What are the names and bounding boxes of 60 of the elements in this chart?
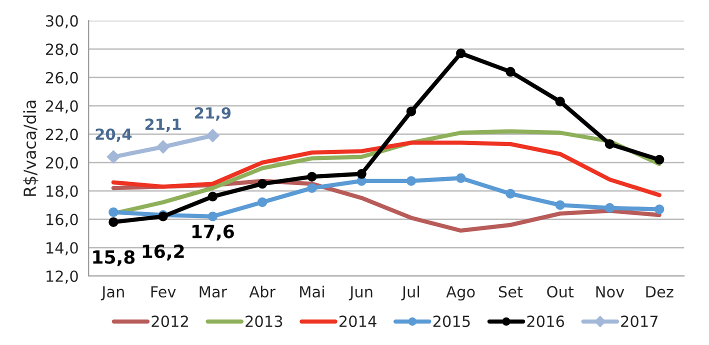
- point: [506, 66, 516, 77]
- data-label: 16,2: [142, 244, 184, 260]
- y-tick-label: 22,0: [46, 128, 78, 142]
- point: [456, 48, 466, 58]
- point: [654, 154, 664, 165]
- x-tick-label: Mai: [300, 286, 324, 298]
- x-tick-label: Set: [498, 286, 523, 298]
- x-tick-label: Jan: [100, 286, 124, 300]
- point: [208, 192, 218, 202]
- x-tick-label: Jun: [348, 286, 372, 300]
- legend-label: 2017: [621, 316, 658, 328]
- x-tick-label: Dez: [646, 286, 674, 298]
- y-tick-label: 12,0: [46, 270, 78, 284]
- data-label: 20,4: [96, 128, 132, 142]
- legend-label: 2016: [527, 316, 564, 328]
- point: [604, 203, 615, 213]
- data-label: 17,6: [192, 224, 234, 241]
- x-tick-label: Out: [547, 286, 574, 298]
- y-tick-label: 16,0: [46, 214, 78, 227]
- point: [406, 176, 416, 186]
- y-tick-label: 18,0: [46, 185, 78, 198]
- y-tick-label: 28,0: [46, 44, 78, 57]
- legend-label: 2013: [246, 316, 282, 328]
- x-tick-label: Jul: [401, 286, 420, 300]
- y-tick-label: 26,0: [46, 72, 78, 86]
- point: [356, 169, 366, 179]
- point: [406, 106, 416, 116]
- y-tick-label: 30,0: [46, 15, 78, 28]
- data-label: 15,8: [93, 250, 135, 266]
- point: [506, 188, 516, 199]
- point: [108, 207, 118, 218]
- point: [106, 150, 120, 164]
- x-tick-label: Abr: [249, 286, 276, 298]
- point: [257, 178, 268, 189]
- y-tick-label: 20,0: [46, 157, 78, 170]
- point: [257, 197, 268, 208]
- x-tick-label: Ago: [446, 286, 475, 301]
- x-tick-label: Mar: [200, 286, 228, 298]
- point: [307, 183, 317, 193]
- point: [555, 96, 565, 106]
- data-label: 21,9: [195, 107, 231, 121]
- point: [555, 200, 565, 210]
- point: [604, 139, 615, 149]
- data-label: 21,1: [145, 118, 181, 132]
- point: [206, 128, 220, 142]
- x-tick-label: Fev: [151, 286, 176, 298]
- y-tick-label: 24,0: [46, 100, 78, 114]
- point: [208, 212, 218, 222]
- point: [654, 204, 664, 214]
- point: [108, 217, 118, 227]
- x-tick-label: Nov: [596, 286, 624, 298]
- line-series: [111, 140, 662, 198]
- legend-label: 2012: [152, 316, 188, 328]
- legend-label: 2014: [339, 316, 376, 328]
- point: [156, 140, 170, 154]
- legend-label: 2015: [433, 316, 470, 328]
- y-tick-label: 14,0: [46, 242, 78, 256]
- point: [307, 172, 317, 182]
- point: [456, 173, 466, 183]
- y-axis-title: R$/vaca/dia: [23, 100, 38, 196]
